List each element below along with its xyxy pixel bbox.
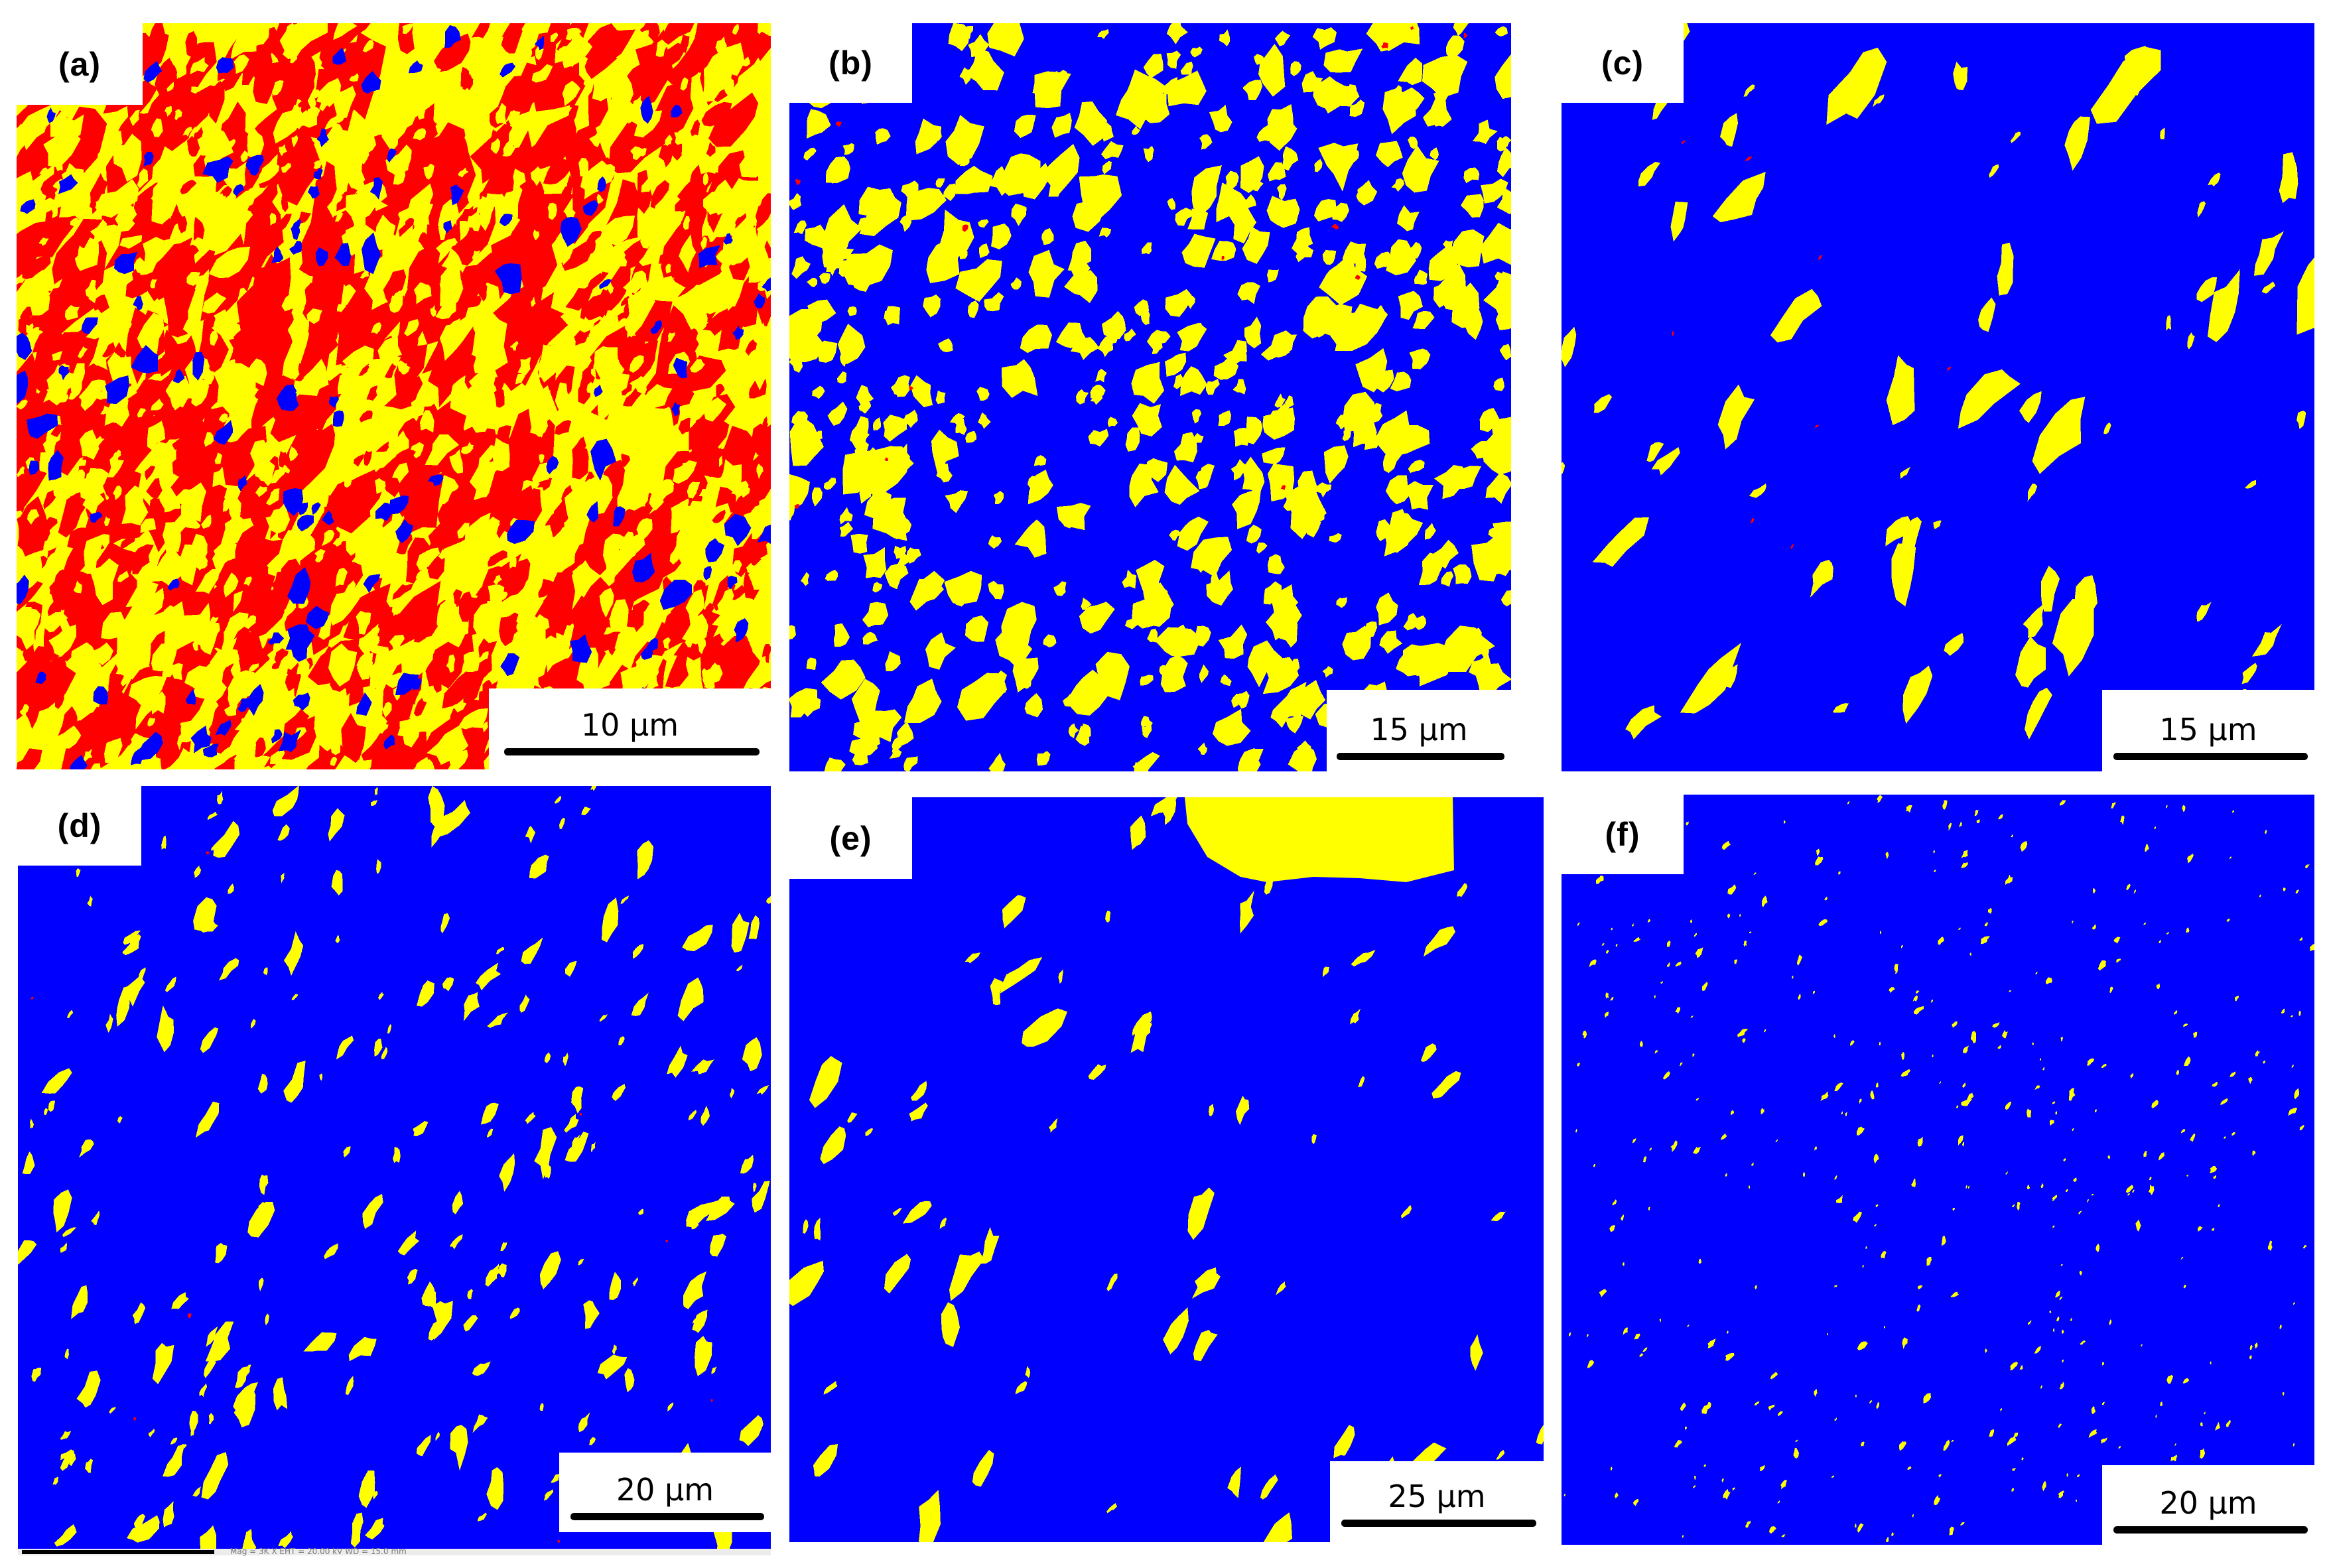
scale-bar-box: 15 µm [2102,690,2314,771]
panel-label-box: (c) [1562,23,1684,103]
phase-map-f [1563,795,2314,1543]
scale-bar-label: 10 µm [580,707,679,743]
phase-map-c [1562,23,2314,749]
large-yellow-grain [1185,797,1454,882]
panel-label-box: (b) [789,23,912,103]
scale-bar-box: 10 µm [489,688,771,769]
scale-bar-box: 20 µm [559,1453,771,1532]
scale-bar-line [1337,753,1504,760]
phase-layer [31,851,713,1543]
sem-info-bar [22,1550,214,1554]
scale-bar-line [1341,1520,1536,1527]
phase-layer [789,23,1511,771]
scale-bar-box: 20 µm [2102,1465,2314,1545]
scale-bar-label: 25 µm [1388,1478,1486,1514]
phase-layer [1562,23,2314,749]
scale-bar-line [2113,753,2308,760]
sem-info-text: Mag = 3K X EHT = 20.00 kV WD = 15.0 mm [230,1547,407,1556]
panel-label: (e) [829,819,872,857]
panel-e: (e) 25 µm [789,797,1544,1542]
scale-bar-box: 25 µm [1330,1461,1544,1542]
phase-map-a [17,23,771,769]
panel-label: (c) [1601,44,1644,82]
panel-label: (d) [57,807,102,844]
panel-b: (b) 15 µm [789,23,1511,771]
scale-bar-label: 20 µm [616,1472,714,1508]
scale-bar-line [504,748,760,755]
phase-layer [1672,140,1952,549]
panel-d: (d) 20 µm [18,786,771,1549]
sem-info-strip: Mag = 3K X EHT = 20.00 kV WD = 15.0 mm [18,1547,771,1556]
scale-bar-box: 15 µm [1327,690,1511,771]
phase-map-b [789,23,1511,771]
phase-layer [789,797,1544,1542]
scale-bar-label: 15 µm [2159,712,2257,748]
panel-label: (f) [1605,816,1640,853]
phase-layer [18,786,771,1549]
panel-label: (a) [58,45,101,83]
panel-f: (f) 20 µm [1562,795,2314,1545]
scale-bar-line [570,1513,764,1520]
phase-layer [1563,795,2314,1543]
panel-a: (a) 10 µm [17,23,771,769]
scale-bar-label: 20 µm [2159,1485,2257,1521]
phase-layer [17,23,771,769]
panel-label-box: (f) [1562,795,1684,874]
phase-map-d [18,786,771,1549]
panel-label-box: (a) [17,23,143,105]
panel-c: (c) 15 µm [1562,23,2314,771]
panel-label-box: (e) [789,797,912,879]
panel-label: (b) [829,44,873,82]
panel-label-box: (d) [18,786,141,866]
phase-map-e [789,797,1544,1542]
scale-bar-label: 15 µm [1370,712,1468,748]
scale-bar-line [2113,1526,2308,1534]
